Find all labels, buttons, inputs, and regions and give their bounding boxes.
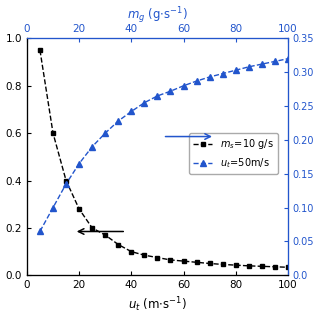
Legend: $m_s\!=\!10\ \mathrm{g/s}$, $u_t\!=\!50\mathrm{m/s}$: $m_s\!=\!10\ \mathrm{g/s}$, $u_t\!=\!50\… <box>189 133 278 174</box>
X-axis label: $u_t\ (\mathrm{m{\cdot}s^{-1}})$: $u_t\ (\mathrm{m{\cdot}s^{-1}})$ <box>128 296 187 315</box>
X-axis label: $m_g\ (\mathrm{g{\cdot}s^{-1}})$: $m_g\ (\mathrm{g{\cdot}s^{-1}})$ <box>127 5 188 26</box>
